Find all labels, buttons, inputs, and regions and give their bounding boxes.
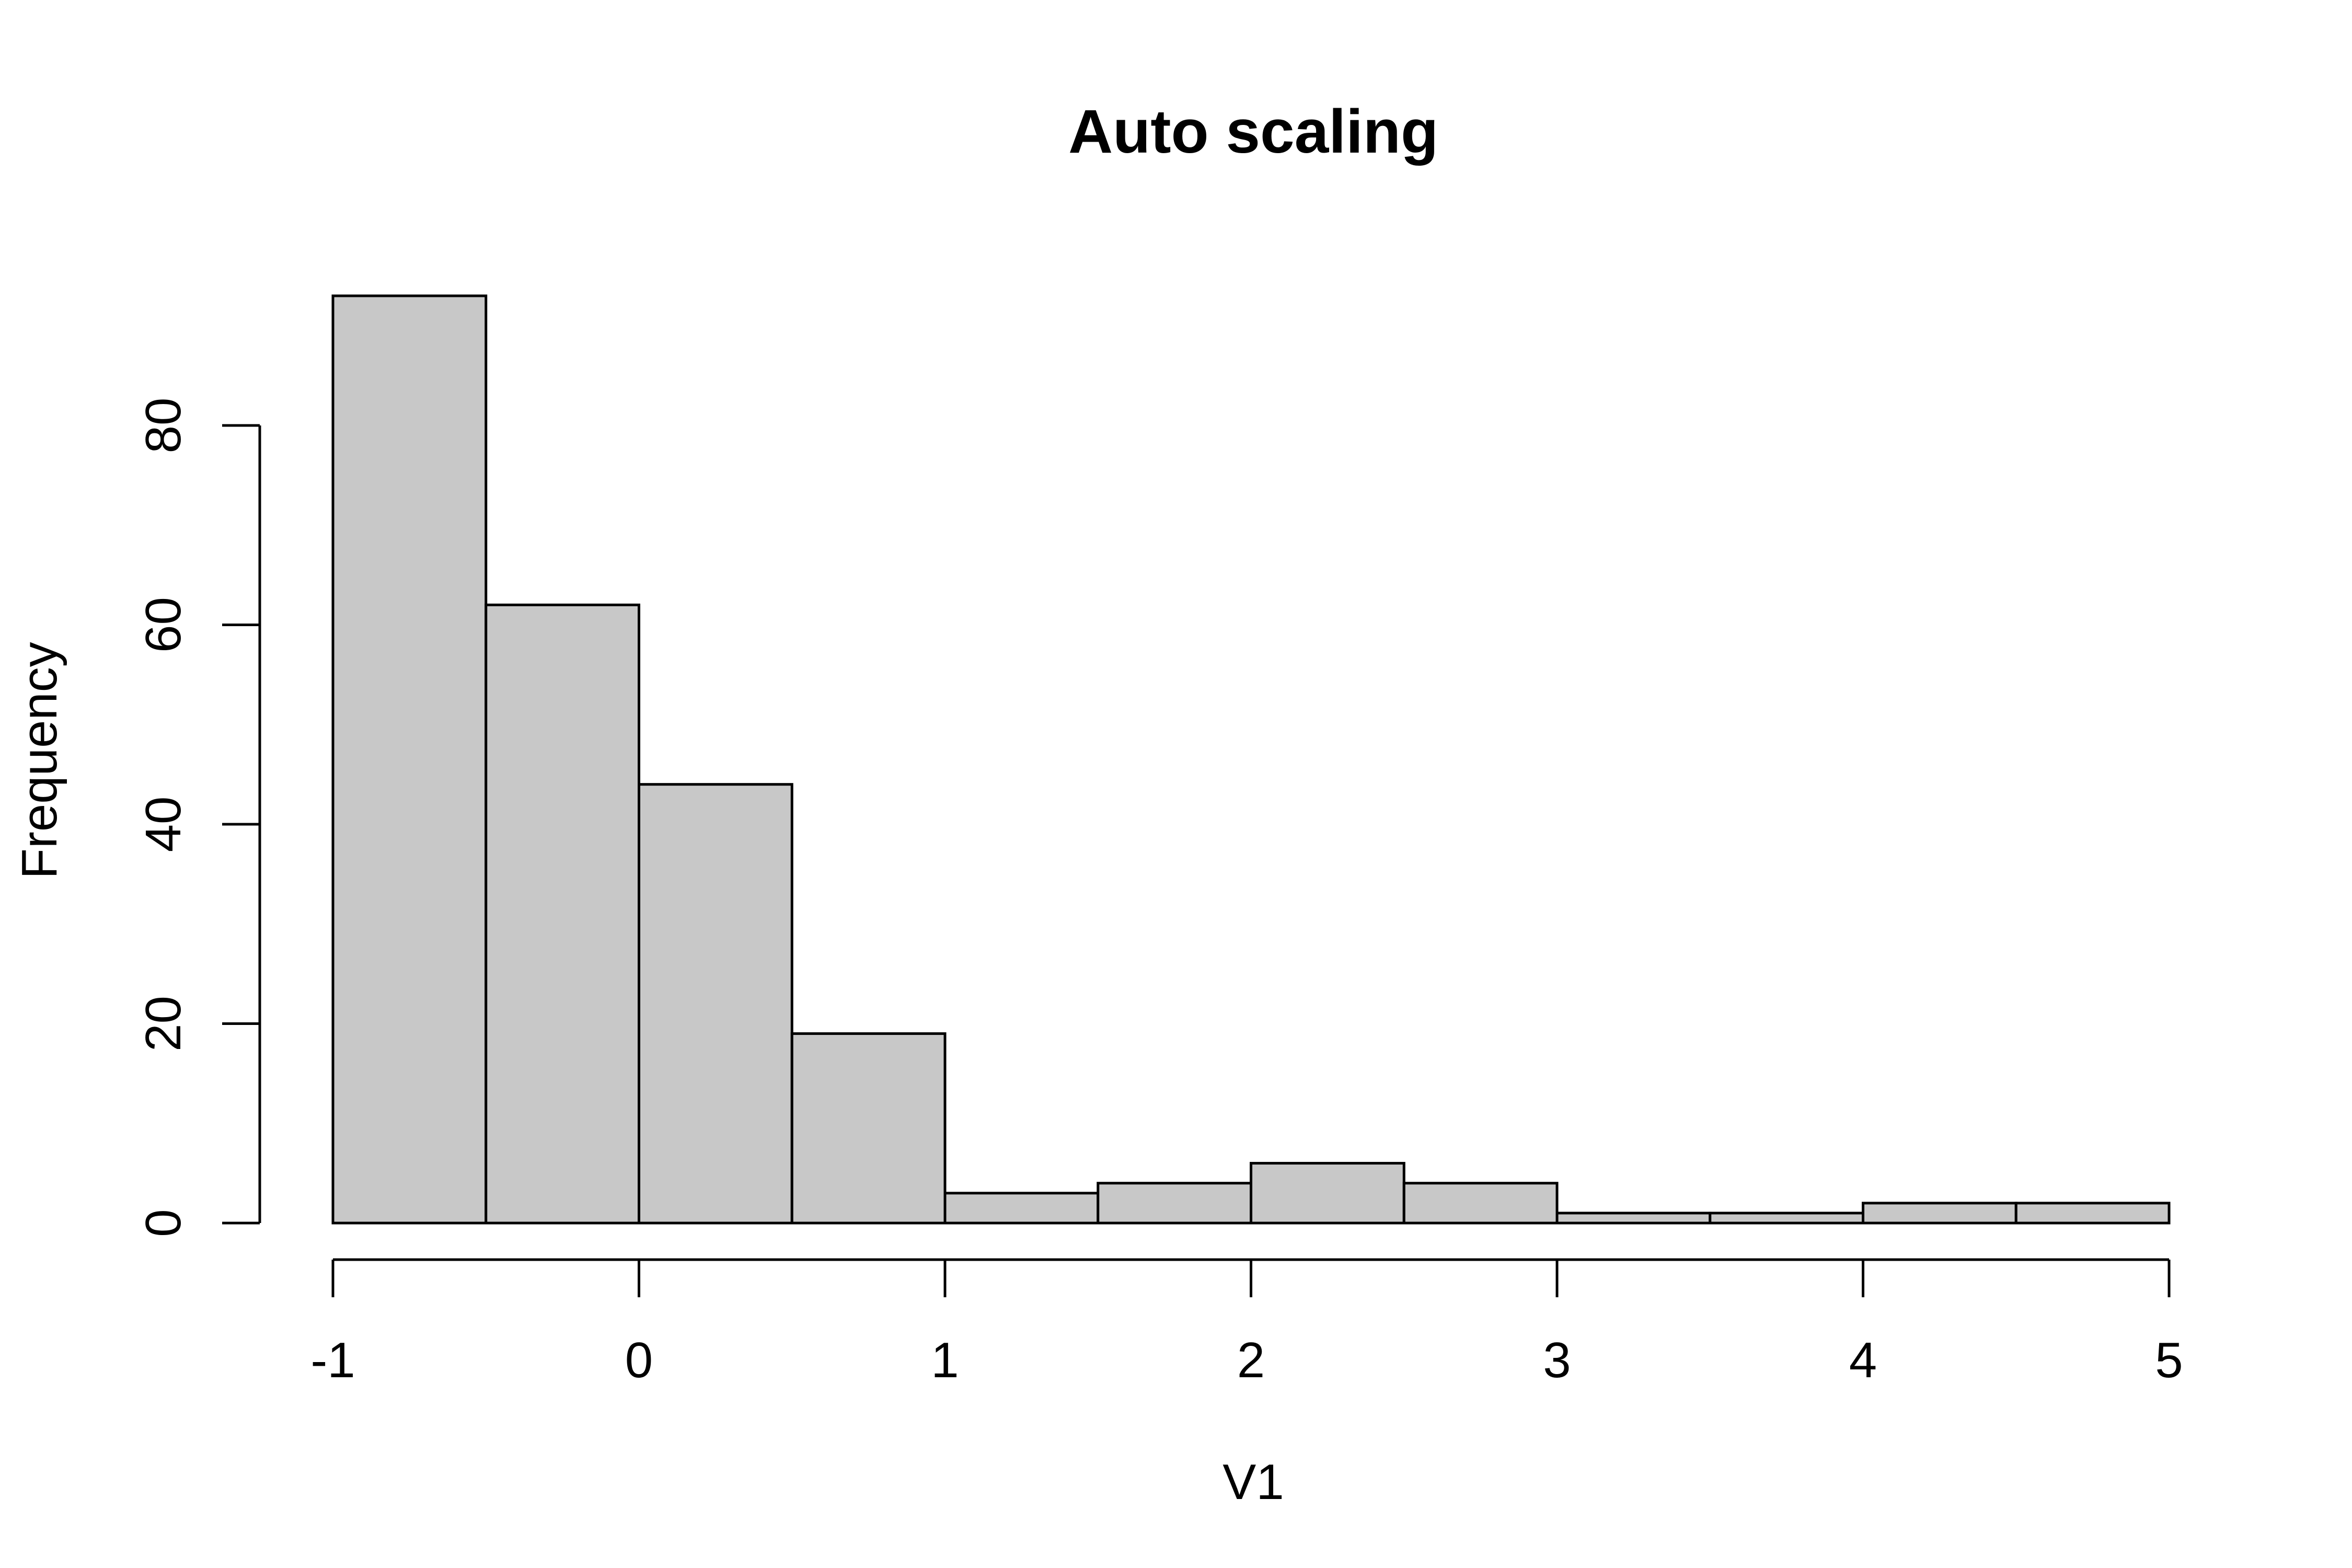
x-axis-tick-label-2: 1 [931, 1332, 959, 1388]
bars-layer [331, 294, 2171, 1225]
histogram-bar-7 [1402, 1182, 1559, 1225]
x-axis-tick-label-5: 4 [1849, 1332, 1877, 1388]
x-axis: -1 0 1 2 3 4 5 [310, 1258, 2183, 1388]
x-axis-tick-label-0: -1 [310, 1332, 355, 1388]
histogram-bar-4 [943, 1192, 1100, 1225]
histogram-bar-8 [1555, 1212, 1712, 1225]
histogram-bar-2 [638, 783, 793, 1225]
y-axis-tick-label-1: 20 [135, 996, 191, 1052]
histogram-bar-0 [331, 294, 488, 1225]
histogram-bar-1 [485, 603, 640, 1225]
x-axis-label: V1 [1223, 1454, 1284, 1510]
y-axis: 0 20 40 60 80 [135, 398, 261, 1237]
histogram-bar-9 [1709, 1212, 1864, 1225]
y-axis-tick-label-2: 40 [135, 797, 191, 852]
chart-title: Auto scaling [1068, 97, 1438, 166]
histogram-bar-5 [1097, 1182, 1252, 1225]
x-axis-tick-label-4: 3 [1543, 1332, 1571, 1388]
histogram-bar-3 [790, 1032, 947, 1225]
y-axis-label: Frequency [11, 642, 67, 879]
histogram-bar-6 [1250, 1162, 1405, 1225]
y-axis-tick-label-3: 60 [135, 597, 191, 653]
x-axis-tick-label-1: 0 [625, 1332, 653, 1388]
y-axis-tick-label-4: 80 [135, 398, 191, 454]
x-axis-tick-label-6: 5 [2155, 1332, 2183, 1388]
x-axis-tick-label-3: 2 [1237, 1332, 1265, 1388]
histogram-bar-11 [2014, 1202, 2171, 1225]
y-axis-tick-label-0: 0 [135, 1209, 191, 1237]
histogram-bar-10 [1862, 1202, 2017, 1225]
